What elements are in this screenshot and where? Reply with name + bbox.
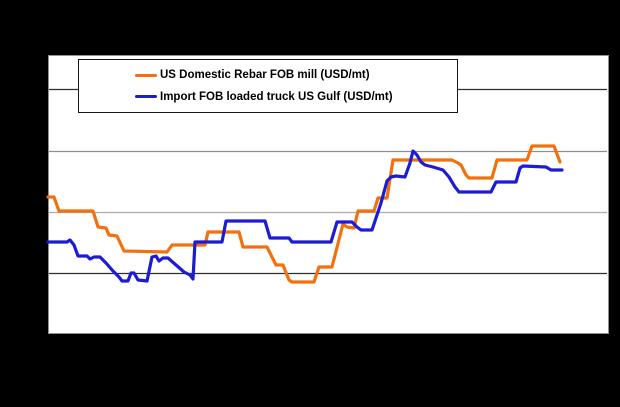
legend-label-us-domestic-rebar: US Domestic Rebar FOB mill (USD/mt): [160, 69, 370, 82]
us-domestic-rebar-line: [46, 144, 562, 284]
legend-item-us-domestic-rebar: US Domestic Rebar FOB mill (USD/mt): [135, 69, 457, 81]
legend-label-import-us-gulf: Import FOB loaded truck US Gulf (USD/mt): [160, 90, 393, 103]
blue-line-swatch-icon: [135, 95, 157, 99]
import-us-gulf-line: [46, 149, 564, 283]
legend-box: US Domestic Rebar FOB mill (USD/mt) Impo…: [78, 59, 458, 113]
orange-line-swatch-icon: [135, 73, 157, 77]
legend-item-import-us-gulf: Import FOB loaded truck US Gulf (USD/mt): [135, 91, 457, 103]
